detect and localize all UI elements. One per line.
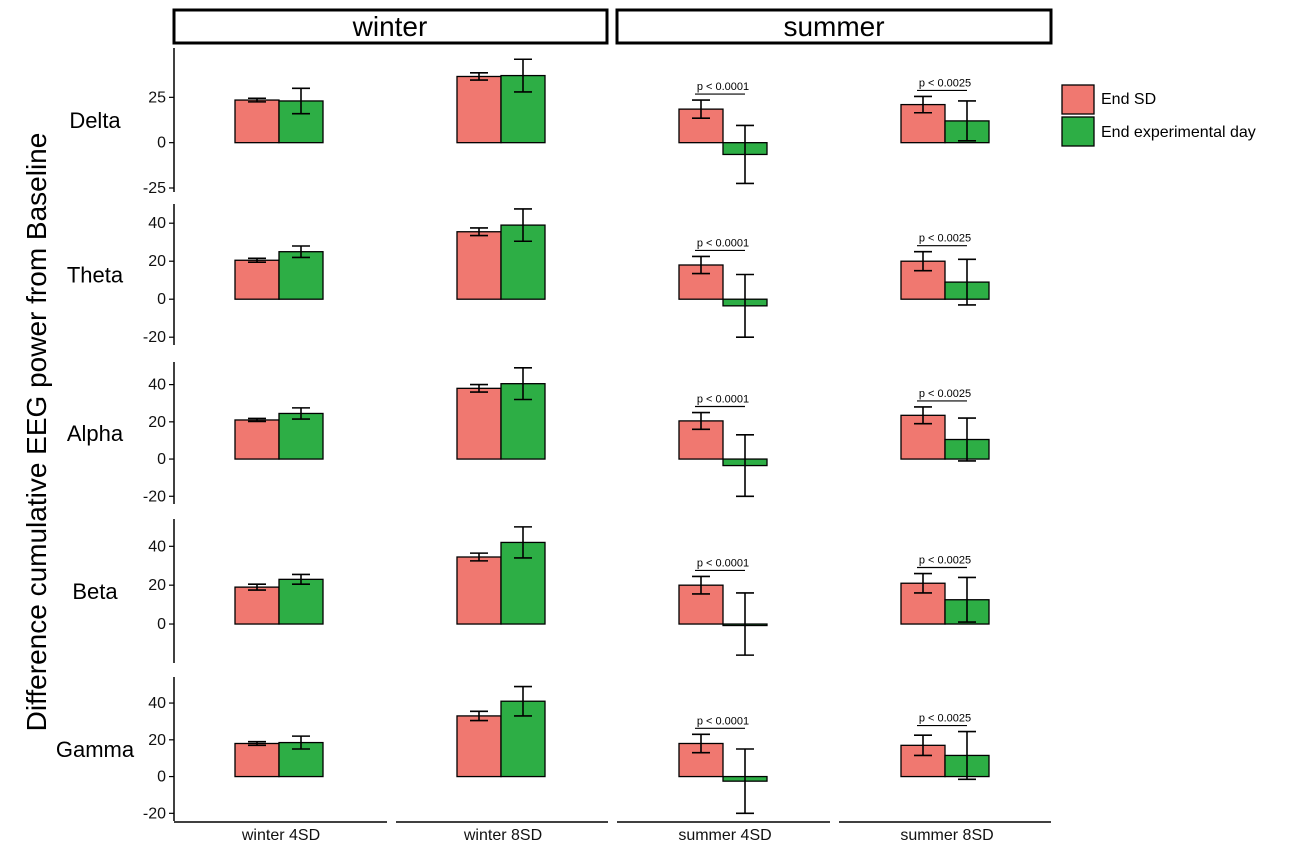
x-axis: winter 4SD winter 8SD summer 4SD summer 8SD [174, 821, 1051, 844]
legend-swatch-end-experimental-day [1061, 116, 1095, 147]
p-value-label: p < 0.0025 [919, 77, 971, 89]
y-tick-label: 40 [148, 215, 166, 232]
y-axis-title: Difference cumulative EEG power from Bas… [21, 133, 52, 732]
bar-gamma-end-experimental-day [278, 741, 324, 778]
y-tick-label: 20 [148, 732, 166, 749]
y-tick-label: -20 [143, 488, 166, 505]
bar-alpha-end-experimental-day [278, 412, 324, 460]
p-value-label: p < 0.0025 [919, 713, 971, 725]
y-tick-label: 40 [148, 695, 166, 712]
x-category-label: winter 4SD [241, 827, 320, 844]
panel-delta: Delta 25 0 -25 p < 0.0001 p < 0.0025 [69, 48, 990, 197]
x-category-label: winter 8SD [463, 827, 542, 844]
bar-theta-end-experimental-day [278, 251, 324, 300]
p-value-label: p < 0.0025 [919, 555, 971, 567]
y-tick-label: 25 [148, 89, 166, 106]
p-value-label: p < 0.0025 [919, 388, 971, 400]
x-category-label: summer 4SD [678, 827, 771, 844]
row-label-beta: Beta [72, 579, 118, 604]
strip-summer-box [615, 8, 1053, 45]
y-tick-label: 0 [157, 291, 166, 308]
row-label-delta: Delta [69, 108, 121, 133]
row-label-alpha: Alpha [67, 421, 124, 446]
bar-alpha-end-sd [456, 387, 502, 460]
x-category-label: summer 8SD [900, 827, 993, 844]
legend-label-end-experimental-day: End experimental day [1101, 124, 1256, 141]
panel-theta: Theta 40 20 0 -20 p < 0.0001 p < 0.0025 [67, 204, 990, 346]
p-value-label: p < 0.0025 [919, 233, 971, 245]
y-tick-label: -20 [143, 805, 166, 822]
legend-swatch-end-sd [1061, 84, 1095, 115]
p-value-label: p < 0.0001 [697, 557, 749, 569]
strip-winter-box [172, 8, 609, 45]
y-tick-label: 20 [148, 414, 166, 431]
bar-alpha-end-sd [234, 419, 280, 460]
row-label-theta: Theta [67, 263, 124, 288]
bar-theta-end-sd [234, 259, 280, 300]
bar-beta-end-experimental-day [278, 578, 324, 625]
p-value-label: p < 0.0001 [697, 81, 749, 93]
y-tick-label: 0 [157, 616, 166, 633]
strip-summer: summer [615, 8, 1053, 45]
p-value-label: p < 0.0001 [697, 237, 749, 249]
strip-winter: winter [172, 8, 609, 45]
bar-beta-end-sd [456, 556, 502, 625]
y-tick-label: 0 [157, 769, 166, 786]
panel-beta: Beta 40 20 0 p < 0.0001 p < 0.0025 [72, 519, 990, 663]
strip-winter-label: winter [352, 11, 428, 42]
strip-summer-label: summer [783, 11, 884, 42]
legend: End SD End experimental day [1061, 84, 1256, 147]
y-tick-label: 20 [148, 253, 166, 270]
bar-theta-end-sd [456, 231, 502, 300]
y-tick-label: 20 [148, 577, 166, 594]
y-tick-label: 40 [148, 377, 166, 394]
y-tick-label: 0 [157, 135, 166, 152]
y-tick-label: 40 [148, 538, 166, 555]
y-tick-label: -25 [143, 180, 166, 197]
bar-gamma-end-sd [234, 742, 280, 778]
y-tick-label: -20 [143, 329, 166, 346]
bar-delta-end-sd [456, 75, 502, 144]
p-value-label: p < 0.0001 [697, 394, 749, 406]
panel-gamma: Gamma 40 20 0 -20 p < 0.0001 p < 0.0025 [56, 677, 990, 822]
bar-delta-end-sd [234, 99, 280, 144]
row-label-gamma: Gamma [56, 737, 135, 762]
panel-alpha: Alpha 40 20 0 -20 p < 0.0001 p < 0.0025 [67, 362, 990, 505]
p-value-label: p < 0.0001 [697, 715, 749, 727]
bar-gamma-end-sd [456, 715, 502, 778]
bar-delta-end-sd [678, 108, 724, 144]
y-axis-title-group: Difference cumulative EEG power from Bas… [21, 133, 52, 732]
panels: Delta 25 0 -25 p < 0.0001 p < 0.0025 Theta 40 20… [56, 48, 990, 822]
bar-beta-end-sd [234, 586, 280, 625]
y-tick-label: 0 [157, 451, 166, 468]
legend-label-end-sd: End SD [1101, 91, 1156, 108]
